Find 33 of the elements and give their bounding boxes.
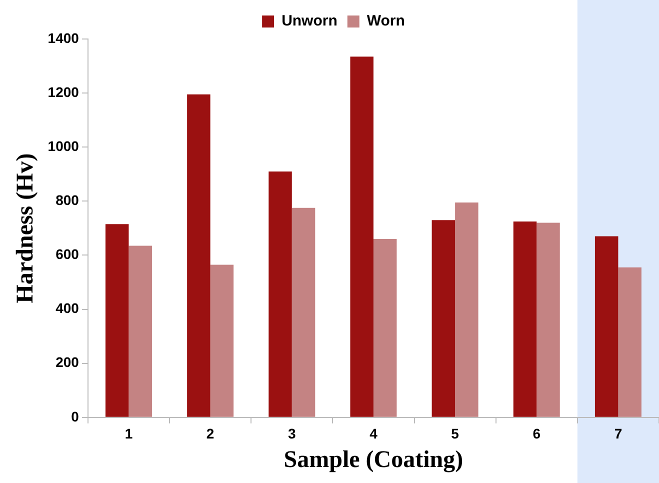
y-tick-label: 600: [56, 246, 80, 262]
x-tick-label: 5: [451, 426, 460, 442]
bar: [350, 56, 374, 417]
x-tick-label: 4: [370, 426, 378, 442]
bar: [292, 208, 316, 417]
x-tick-label: 3: [288, 426, 296, 442]
bar: [455, 202, 478, 417]
y-tick-label: 1400: [48, 30, 80, 46]
y-axis-title: Hardness (Hv): [12, 153, 39, 304]
y-tick-label: 400: [56, 300, 80, 316]
x-tick-label: 7: [614, 426, 622, 442]
bar: [513, 221, 537, 417]
bar: [536, 222, 560, 417]
x-tick-label: 6: [532, 426, 541, 442]
bar: [187, 94, 210, 417]
x-axis-title: Sample (Coating): [284, 446, 464, 473]
x-tick-label: 1: [124, 426, 133, 442]
legend-label: Unworn: [282, 12, 338, 30]
bar: [618, 267, 642, 417]
bar: [594, 236, 618, 417]
bar: [373, 239, 397, 417]
legend-label: Worn: [366, 12, 405, 30]
bar: [432, 220, 456, 417]
y-tick-label: 0: [71, 408, 80, 424]
bar: [128, 246, 152, 417]
y-tick-label: 800: [56, 192, 80, 208]
y-tick-label: 200: [56, 354, 80, 370]
bar: [210, 264, 234, 417]
x-tick-label: 2: [206, 426, 214, 442]
y-tick-label: 1200: [48, 84, 80, 100]
y-tick-label: 1000: [48, 138, 80, 154]
bar: [105, 224, 129, 417]
bar: [268, 171, 292, 417]
